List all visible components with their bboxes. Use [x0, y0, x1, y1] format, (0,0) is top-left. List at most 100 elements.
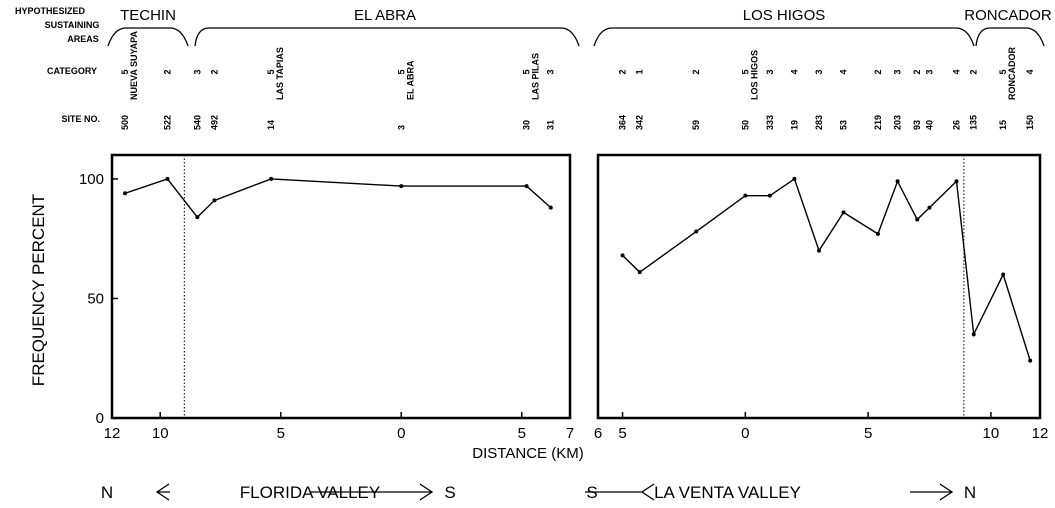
- site-category: 1: [635, 69, 645, 74]
- site-category: 2: [969, 69, 979, 74]
- data-point: [212, 198, 217, 203]
- arrow-left: [155, 483, 170, 501]
- data-line: [124, 178, 552, 219]
- x-tick-label: 7: [566, 425, 574, 442]
- data-point: [165, 176, 170, 181]
- data-point: [123, 191, 128, 196]
- site-number: 15: [998, 120, 1008, 130]
- site-number: 283: [814, 115, 824, 130]
- site-category: 3: [765, 69, 775, 74]
- site-category: 3: [814, 69, 824, 74]
- site-name: RONCADOR: [1007, 47, 1017, 100]
- data-point: [1001, 272, 1006, 277]
- site-category: 5: [396, 69, 406, 74]
- site-category: 4: [789, 69, 799, 74]
- x-tick-label: 10: [152, 425, 169, 442]
- site-number: 540: [192, 115, 202, 130]
- site-number: 492: [209, 115, 219, 130]
- x-tick-label: 10: [983, 425, 1000, 442]
- site-number: 500: [120, 115, 130, 130]
- x-tick-label: 5: [864, 425, 872, 442]
- data-point: [841, 210, 846, 215]
- data-point: [399, 184, 404, 189]
- data-point: [767, 193, 772, 198]
- x-tick-label: 5: [618, 425, 626, 442]
- site-number: 31: [546, 120, 556, 130]
- site-number: 364: [618, 115, 628, 130]
- area-label: SUSTAINING: [45, 20, 100, 30]
- site-category: 2: [209, 69, 219, 74]
- site-category: 4: [839, 69, 849, 74]
- x-tick-label: 5: [277, 425, 285, 442]
- area-name: RONCADOR: [964, 7, 1052, 24]
- y-tick-label: 100: [79, 171, 104, 188]
- site-number: 219: [873, 115, 883, 130]
- site-name: EL ABRA: [405, 60, 415, 100]
- site-number: 93: [912, 120, 922, 130]
- site-category: 4: [952, 69, 962, 74]
- site-name: NUEVA SUYAPA: [129, 30, 139, 100]
- x-tick-label: 6: [594, 425, 602, 442]
- site-number: 150: [1025, 115, 1035, 130]
- data-point: [524, 184, 529, 189]
- site-category: 3: [925, 69, 935, 74]
- area-bracket: [975, 27, 1045, 47]
- data-line: [622, 177, 1031, 361]
- data-point: [817, 248, 821, 253]
- site-label: SITE NO.: [61, 114, 100, 124]
- area-name: TECHIN: [120, 7, 176, 24]
- valley-name: LA VENTA VALLEY: [654, 483, 801, 502]
- data-point: [927, 205, 932, 210]
- site-category: 2: [162, 69, 172, 74]
- area-label: HYPOTHESIZED: [15, 6, 86, 16]
- site-category: 4: [1025, 69, 1035, 74]
- site-category: 2: [691, 69, 701, 74]
- site-category: 2: [873, 69, 883, 74]
- site-number: 53: [839, 120, 849, 130]
- arrow-left: [585, 483, 655, 501]
- direction-to: N: [964, 483, 976, 502]
- site-category: 5: [740, 69, 750, 74]
- plot-frame: [110, 153, 572, 420]
- site-category: 2: [912, 69, 922, 74]
- area-bracket: [194, 27, 580, 47]
- site-category: 5: [998, 69, 1008, 74]
- data-point: [548, 205, 553, 210]
- site-category: 5: [522, 69, 532, 74]
- site-category: 3: [192, 69, 202, 74]
- area-label: AREAS: [67, 34, 99, 44]
- site-category: 3: [893, 69, 903, 74]
- data-point: [1028, 358, 1033, 363]
- site-number: 40: [925, 120, 935, 130]
- direction-from: N: [101, 483, 113, 502]
- data-point: [269, 176, 274, 181]
- data-point: [195, 215, 200, 220]
- site-number: 14: [266, 120, 276, 130]
- data-point: [895, 179, 900, 184]
- data-point: [915, 217, 920, 222]
- area-name: LOS HIGOS: [743, 7, 826, 24]
- site-number: 3: [396, 125, 406, 130]
- x-tick-label: 0: [741, 425, 749, 442]
- area-name: EL ABRA: [354, 7, 416, 24]
- x-tick-label: 12: [104, 425, 121, 442]
- site-number: 50: [740, 120, 750, 130]
- site-name: LAS PILAS: [531, 53, 541, 100]
- x-tick-label: 5: [518, 425, 526, 442]
- site-number: 59: [691, 120, 701, 130]
- site-number: 19: [789, 120, 799, 130]
- data-point: [620, 253, 625, 258]
- site-number: 333: [765, 115, 775, 130]
- x-tick-label: 0: [397, 425, 405, 442]
- site-number: 203: [893, 115, 903, 130]
- data-point: [792, 176, 797, 181]
- site-number: 30: [522, 120, 532, 130]
- x-tick-label: 12: [1032, 425, 1049, 442]
- y-axis-label: FREQUENCY PERCENT: [29, 194, 48, 386]
- site-category: 5: [266, 69, 276, 74]
- area-bracket: [107, 27, 189, 47]
- arrow-right: [310, 483, 434, 501]
- site-category: 2: [618, 69, 628, 74]
- plot-frame: [596, 153, 1042, 420]
